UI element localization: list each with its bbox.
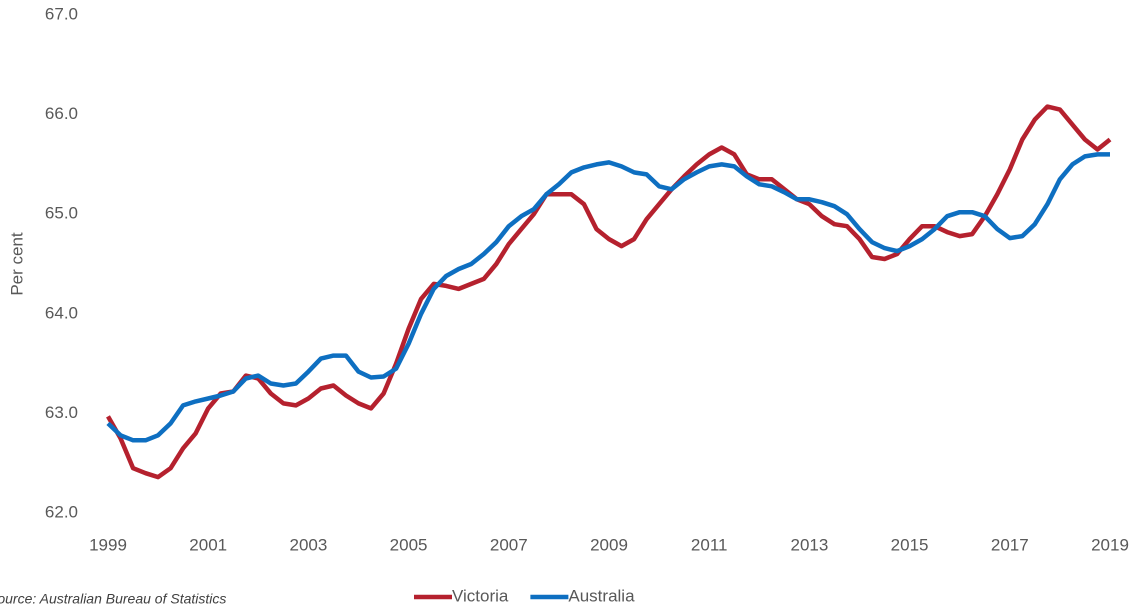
- source-note: Source: Australian Bureau of Statistics: [0, 591, 226, 607]
- x-tick-label: 2013: [790, 535, 828, 554]
- y-tick-label: 66.0: [45, 104, 78, 123]
- x-tick-label: 1999: [89, 535, 127, 554]
- x-tick-label: 2007: [490, 535, 528, 554]
- x-tick-label: 2015: [891, 535, 929, 554]
- y-tick-label: 63.0: [45, 403, 78, 422]
- x-tick-label: 2009: [590, 535, 628, 554]
- x-tick-label: 2005: [390, 535, 428, 554]
- x-tick-label: 2017: [991, 535, 1029, 554]
- legend-label: Australia: [568, 586, 635, 605]
- x-tick-label: 2001: [189, 535, 227, 554]
- y-tick-label: 65.0: [45, 204, 78, 223]
- x-tick-label: 2011: [691, 535, 728, 554]
- series-line: [106, 152, 1110, 443]
- y-tick-label: 62.0: [45, 502, 78, 521]
- y-tick-label: 67.0: [45, 4, 78, 23]
- x-tick-label: 2003: [289, 535, 327, 554]
- x-tick-label: 2019: [1091, 535, 1129, 554]
- series-line: [106, 104, 1112, 480]
- y-tick-label: 64.0: [45, 303, 78, 322]
- legend-label: Victoria: [452, 586, 509, 605]
- y-axis-label: Per cent: [7, 232, 26, 296]
